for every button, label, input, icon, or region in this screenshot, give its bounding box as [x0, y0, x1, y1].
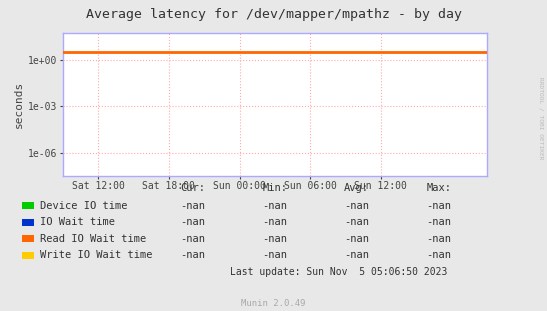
Text: -nan: -nan	[262, 234, 287, 244]
Text: IO Wait time: IO Wait time	[40, 217, 115, 227]
Text: Min:: Min:	[262, 183, 287, 193]
Text: Device IO time: Device IO time	[40, 201, 128, 211]
Text: -nan: -nan	[262, 201, 287, 211]
Text: -nan: -nan	[426, 201, 451, 211]
Text: -nan: -nan	[344, 201, 369, 211]
Text: -nan: -nan	[426, 234, 451, 244]
Text: Cur:: Cur:	[180, 183, 205, 193]
Text: -nan: -nan	[180, 250, 205, 260]
Text: -nan: -nan	[262, 217, 287, 227]
Text: Read IO Wait time: Read IO Wait time	[40, 234, 147, 244]
Text: Write IO Wait time: Write IO Wait time	[40, 250, 153, 260]
Text: -nan: -nan	[344, 250, 369, 260]
Text: -nan: -nan	[344, 217, 369, 227]
Text: -nan: -nan	[180, 217, 205, 227]
Text: -nan: -nan	[180, 201, 205, 211]
Text: -nan: -nan	[262, 250, 287, 260]
Text: Max:: Max:	[426, 183, 451, 193]
Text: -nan: -nan	[344, 234, 369, 244]
Text: Avg:: Avg:	[344, 183, 369, 193]
Text: -nan: -nan	[426, 217, 451, 227]
Text: RRDTOOL / TOBI OETIKER: RRDTOOL / TOBI OETIKER	[538, 77, 543, 160]
Text: Average latency for /dev/mapper/mpathz - by day: Average latency for /dev/mapper/mpathz -…	[85, 8, 462, 21]
Text: Munin 2.0.49: Munin 2.0.49	[241, 299, 306, 308]
Text: -nan: -nan	[426, 250, 451, 260]
Y-axis label: seconds: seconds	[14, 81, 24, 128]
Text: Last update: Sun Nov  5 05:06:50 2023: Last update: Sun Nov 5 05:06:50 2023	[230, 267, 448, 277]
Text: -nan: -nan	[180, 234, 205, 244]
